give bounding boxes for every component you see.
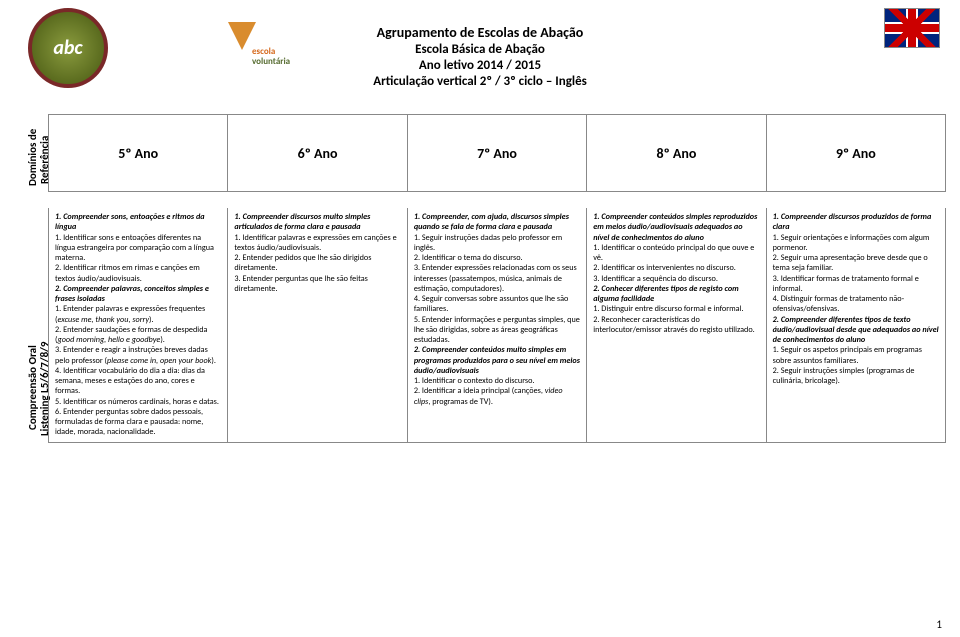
- c9-p6: 2. Seguir instruções simples (programas …: [773, 366, 939, 387]
- c7-p5: 5. Entender informações e perguntas simp…: [414, 315, 580, 346]
- grade-8: 8º Ano: [587, 114, 766, 192]
- c5-p5: 3. Entender e reagir a instruções breves…: [55, 345, 221, 366]
- c8-p3: 3. Identificar a sequência do discurso.: [593, 274, 759, 284]
- c9-p4: 4. Distinguir formas de tratamento não-o…: [773, 294, 939, 315]
- c5-title1: 1. Compreender sons, entoações e ritmos …: [55, 212, 221, 233]
- c5-p7: 5. Identificar os números cardinais, hor…: [55, 397, 221, 407]
- c5-p4: 2. Entender saudações e formas de desped…: [55, 325, 221, 346]
- col-5ano: 1. Compreender sons, entoações e ritmos …: [48, 208, 228, 443]
- c7-p3: 3. Entender expressões relacionadas com …: [414, 263, 580, 294]
- c5-p1: 1. Identificar sons e entoações diferent…: [55, 233, 221, 264]
- col-6ano: 1. Compreender discursos muito simples a…: [228, 208, 407, 443]
- header-line-3: Ano letivo 2014 / 2015: [0, 58, 960, 74]
- page-number: 1: [936, 618, 942, 631]
- col-9ano: 1. Compreender discursos produzidos de f…: [767, 208, 946, 443]
- c9-p1: 1. Seguir orientações e informações com …: [773, 233, 939, 254]
- c7-p6: 1. Identificar o contexto do discurso.: [414, 376, 580, 386]
- c7-title2: 2. Compreender conteúdos muito simples e…: [414, 345, 580, 376]
- c7-p4: 4. Seguir conversas sobre assuntos que l…: [414, 294, 580, 315]
- c6-p1: 1. Identificar palavras e expressões em …: [234, 233, 400, 254]
- grade-9: 9º Ano: [767, 114, 946, 192]
- c7-p1: 1. Seguir instruções dadas pelo professo…: [414, 233, 580, 254]
- c9-title2: 2. Compreender diferentes tipos de texto…: [773, 315, 939, 346]
- c8-title2: 2. Conhecer diferentes tipos de registo …: [593, 284, 759, 305]
- c5-title2: 2. Compreender palavras, conceitos simpl…: [55, 284, 221, 305]
- c8-p4: 1. Distinguir entre discurso formal e in…: [593, 304, 759, 314]
- c6-title1: 1. Compreender discursos muito simples a…: [234, 212, 400, 233]
- c7-p2: 2. Identificar o tema do discurso.: [414, 253, 580, 263]
- c8-p2: 2. Identificar os intervenientes no disc…: [593, 263, 759, 273]
- c8-title1: 1. Compreender conteúdos simples reprodu…: [593, 212, 759, 243]
- c5-p3: 1. Entender palavras e expressões freque…: [55, 304, 221, 325]
- header-line-1: Agrupamento de Escolas de Abação: [0, 24, 960, 42]
- c9-p2: 2. Seguir uma apresentação breve desde q…: [773, 253, 939, 274]
- c7-title1: 1. Compreender, com ajuda, discursos sim…: [414, 212, 580, 233]
- grade-7: 7º Ano: [408, 114, 587, 192]
- document-header: Agrupamento de Escolas de Abação Escola …: [0, 24, 960, 90]
- col-7ano: 1. Compreender, com ajuda, discursos sim…: [408, 208, 587, 443]
- grade-5: 5º Ano: [48, 114, 228, 192]
- c9-p5: 1. Seguir os aspetos principais em progr…: [773, 345, 939, 366]
- c6-p2: 2. Entender pedidos que lhe são dirigido…: [234, 253, 400, 274]
- c9-p3: 3. Identificar formas de tratamento form…: [773, 274, 939, 295]
- c8-p1: 1. Identificar o conteúdo principal do q…: [593, 243, 759, 264]
- header-line-4: Articulação vertical 2º / 3º ciclo – Ing…: [0, 74, 960, 90]
- header-line-2: Escola Básica de Abação: [0, 42, 960, 58]
- c5-p6: 4. Identificar vocabulário do dia a dia:…: [55, 366, 221, 397]
- c9-title1: 1. Compreender discursos produzidos de f…: [773, 212, 939, 233]
- grade-header-row: 5º Ano 6º Ano 7º Ano 8º Ano 9º Ano: [48, 114, 946, 192]
- c8-p5: 2. Reconhecer características do interlo…: [593, 315, 759, 336]
- c5-p2: 2. Identificar ritmos em rimas e canções…: [55, 263, 221, 284]
- content-row: 1. Compreender sons, entoações e ritmos …: [48, 208, 946, 443]
- c5-p8: 6. Entender perguntas sobre dados pessoa…: [55, 407, 221, 438]
- c6-p3: 3. Entender perguntas que lhe são feitas…: [234, 274, 400, 295]
- grade-6: 6º Ano: [228, 114, 407, 192]
- col-8ano: 1. Compreender conteúdos simples reprodu…: [587, 208, 766, 443]
- c7-p7: 2. Identificar a ideia principal (cançõe…: [414, 386, 580, 407]
